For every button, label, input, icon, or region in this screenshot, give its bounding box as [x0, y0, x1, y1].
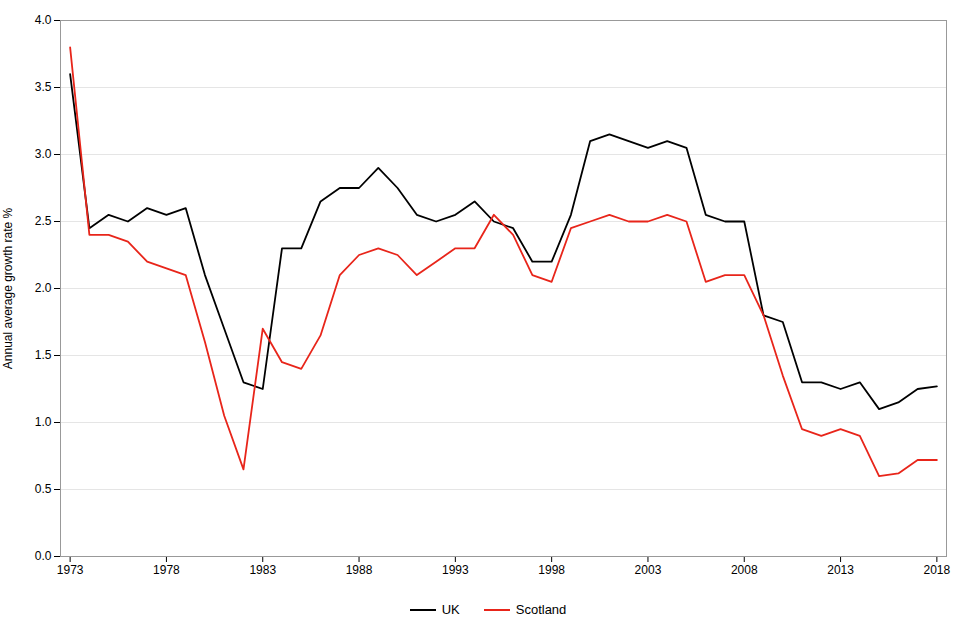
svg-text:0.0: 0.0: [35, 549, 52, 563]
svg-text:1978: 1978: [153, 563, 180, 577]
svg-text:2.0: 2.0: [35, 281, 52, 295]
svg-text:2013: 2013: [827, 563, 854, 577]
svg-text:2018: 2018: [924, 563, 951, 577]
svg-text:1983: 1983: [249, 563, 276, 577]
svg-text:0.5: 0.5: [35, 482, 52, 496]
svg-text:1998: 1998: [538, 563, 565, 577]
svg-text:1.0: 1.0: [35, 415, 52, 429]
svg-text:1.5: 1.5: [35, 348, 52, 362]
svg-text:1988: 1988: [346, 563, 373, 577]
svg-text:2.5: 2.5: [35, 214, 52, 228]
svg-text:1973: 1973: [57, 563, 84, 577]
html-text:Scotland: Scotland: [515, 602, 567, 617]
svg-text:1993: 1993: [442, 563, 469, 577]
svg-text:3.5: 3.5: [35, 80, 52, 94]
svg-text:2008: 2008: [731, 563, 758, 577]
svg-text:2003: 2003: [635, 563, 662, 577]
svg-text:4.0: 4.0: [35, 13, 52, 27]
svg-text:3.0: 3.0: [35, 147, 52, 161]
html-text:UK: UK: [441, 602, 460, 617]
svg-text:Annual average growth rate %: Annual average growth rate %: [1, 207, 15, 369]
